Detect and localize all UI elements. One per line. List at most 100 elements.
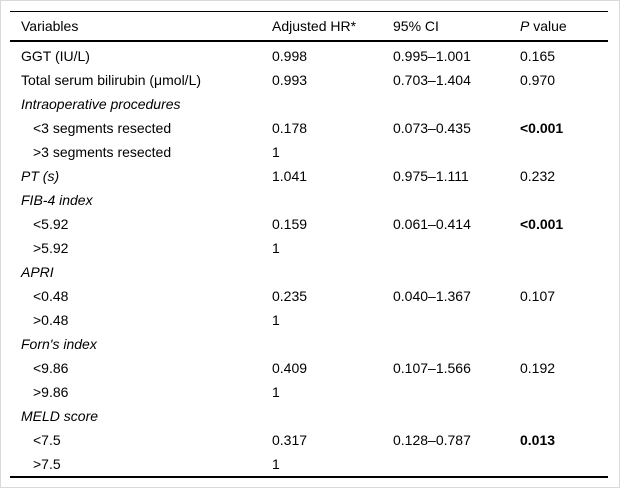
table-row: >7.5 1 — [10, 452, 608, 477]
table-row: >5.92 1 — [10, 236, 608, 260]
adjusted-hr-results-table: Variables Adjusted HR* 95% CI P value GG… — [10, 11, 608, 478]
ci-cell — [393, 140, 520, 164]
ci-cell: 0.703–1.404 — [393, 72, 471, 88]
variable-cell: >5.92 — [33, 240, 69, 256]
variable-cell: <3 segments resected — [33, 120, 172, 136]
p-cell: <0.001 — [520, 120, 564, 136]
table-row: <5.92 0.159 0.061–0.414 <0.001 — [10, 212, 608, 236]
ci-cell: 0.073–0.435 — [393, 120, 471, 136]
hr-cell: 0.409 — [272, 360, 308, 376]
col-header-variables: Variables — [10, 11, 272, 42]
variable-cell: Forn's index — [21, 336, 97, 352]
hr-cell: 1.041 — [272, 168, 308, 184]
variable-cell: >0.48 — [33, 312, 69, 328]
table-row: <9.86 0.409 0.107–1.566 0.192 — [10, 356, 608, 380]
ci-cell — [393, 236, 520, 260]
ci-cell — [393, 92, 520, 116]
ci-cell: 0.995–1.001 — [393, 48, 471, 64]
hr-cell — [272, 188, 393, 212]
ci-cell: 0.061–0.414 — [393, 216, 471, 232]
hr-cell: 0.178 — [272, 120, 308, 136]
p-value-header-rest: value — [529, 18, 567, 34]
p-cell: 0.013 — [520, 432, 556, 448]
p-cell — [520, 92, 608, 116]
col-header-p-value: P value — [520, 11, 608, 42]
col-header-adjusted-hr: Adjusted HR* — [272, 11, 393, 42]
p-cell — [520, 380, 608, 404]
hr-cell: 0.235 — [272, 288, 308, 304]
ci-cell — [393, 452, 520, 477]
variable-cell: APRI — [21, 264, 54, 280]
variable-cell: >9.86 — [33, 384, 69, 400]
p-cell — [520, 140, 608, 164]
p-cell — [520, 188, 608, 212]
table-row: <7.5 0.317 0.128–0.787 0.013 — [10, 428, 608, 452]
table-header-row: Variables Adjusted HR* 95% CI P value — [10, 11, 608, 42]
hr-cell — [272, 260, 393, 284]
ci-cell — [393, 260, 520, 284]
ci-cell — [393, 380, 520, 404]
hr-cell: 1 — [272, 384, 280, 400]
hr-cell — [272, 404, 393, 428]
p-cell: 0.970 — [520, 72, 556, 88]
variable-cell: <9.86 — [33, 360, 69, 376]
ci-cell — [393, 188, 520, 212]
p-cell: 0.192 — [520, 360, 556, 376]
variable-cell: >7.5 — [33, 456, 61, 472]
hr-cell — [272, 92, 393, 116]
p-cell: 0.232 — [520, 168, 556, 184]
table-row: MELD score — [10, 404, 608, 428]
table-row: FIB-4 index — [10, 188, 608, 212]
table-row: <0.48 0.235 0.040–1.367 0.107 — [10, 284, 608, 308]
table-row: Forn's index — [10, 332, 608, 356]
p-cell: 0.165 — [520, 48, 556, 64]
hr-cell: 0.159 — [272, 216, 308, 232]
ci-cell — [393, 332, 520, 356]
table-row: >3 segments resected 1 — [10, 140, 608, 164]
table-row: PT (s) 1.041 0.975–1.111 0.232 — [10, 164, 608, 188]
p-cell — [520, 260, 608, 284]
hr-cell: 1 — [272, 312, 280, 328]
p-cell — [520, 332, 608, 356]
hr-cell: 0.317 — [272, 432, 308, 448]
p-value-header-italic-p: P — [520, 18, 530, 34]
p-cell — [520, 236, 608, 260]
p-cell — [520, 308, 608, 332]
hr-cell: 0.993 — [272, 72, 308, 88]
hr-cell: 1 — [272, 240, 280, 256]
ci-cell: 0.128–0.787 — [393, 432, 471, 448]
table-row: APRI — [10, 260, 608, 284]
variable-cell: >3 segments resected — [33, 144, 172, 160]
ci-cell: 0.107–1.566 — [393, 360, 471, 376]
table-row: Total serum bilirubin (μmol/L) 0.993 0.7… — [10, 68, 608, 92]
table-body: GGT (IU/L) 0.998 0.995–1.001 0.165 Total… — [10, 41, 608, 477]
hr-cell: 1 — [272, 456, 280, 472]
ci-cell — [393, 404, 520, 428]
table-row: >0.48 1 — [10, 308, 608, 332]
variable-cell: Total serum bilirubin (μmol/L) — [21, 72, 202, 88]
col-header-95ci: 95% CI — [393, 11, 520, 42]
variable-cell: PT (s) — [21, 168, 60, 184]
table-row: <3 segments resected 0.178 0.073–0.435 <… — [10, 116, 608, 140]
variable-cell: <0.48 — [33, 288, 69, 304]
p-cell: <0.001 — [520, 216, 564, 232]
hr-cell: 0.998 — [272, 48, 308, 64]
table-row: GGT (IU/L) 0.998 0.995–1.001 0.165 — [10, 41, 608, 68]
ci-cell: 0.975–1.111 — [393, 168, 469, 184]
p-cell — [520, 404, 608, 428]
variable-cell: Intraoperative procedures — [21, 96, 181, 112]
variable-cell: <7.5 — [33, 432, 61, 448]
hr-cell — [272, 332, 393, 356]
table-row: >9.86 1 — [10, 380, 608, 404]
table-row: Intraoperative procedures — [10, 92, 608, 116]
p-cell: 0.107 — [520, 288, 556, 304]
variable-cell: GGT (IU/L) — [21, 48, 90, 64]
hr-cell: 1 — [272, 144, 280, 160]
ci-cell: 0.040–1.367 — [393, 288, 471, 304]
p-cell — [520, 452, 608, 477]
variable-cell: FIB-4 index — [21, 192, 93, 208]
ci-cell — [393, 308, 520, 332]
variable-cell: <5.92 — [33, 216, 69, 232]
variable-cell: MELD score — [21, 408, 99, 424]
